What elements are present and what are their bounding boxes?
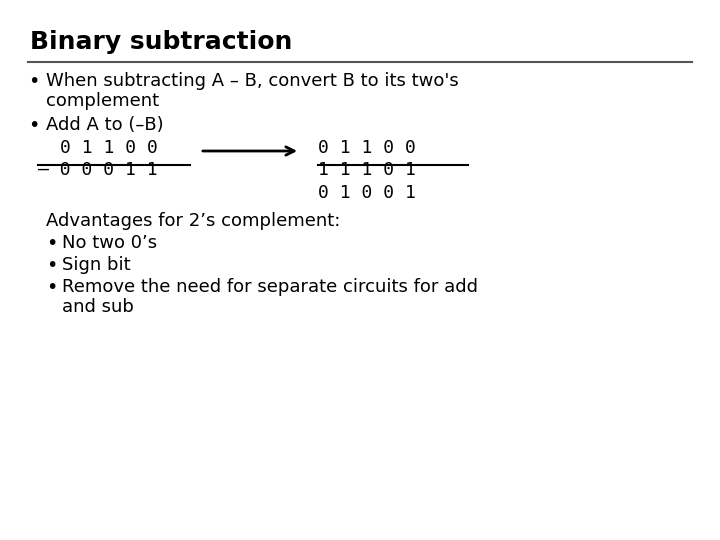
Text: Remove the need for separate circuits for add: Remove the need for separate circuits fo… (62, 278, 478, 296)
Text: 1 1 1 0 1: 1 1 1 0 1 (318, 161, 416, 179)
Text: and sub: and sub (62, 298, 134, 316)
Text: •: • (28, 72, 40, 91)
Text: Binary subtraction: Binary subtraction (30, 30, 292, 54)
Text: Advantages for 2’s complement:: Advantages for 2’s complement: (46, 212, 341, 230)
Text: 0 1 1 0 0: 0 1 1 0 0 (60, 139, 158, 157)
Text: •: • (46, 234, 58, 253)
Text: 0 1 0 0 1: 0 1 0 0 1 (318, 184, 416, 202)
Text: •: • (46, 256, 58, 275)
Text: – 0 0 0 1 1: – 0 0 0 1 1 (38, 161, 158, 179)
Text: •: • (28, 116, 40, 135)
Text: Sign bit: Sign bit (62, 256, 130, 274)
Text: No two 0’s: No two 0’s (62, 234, 157, 252)
Text: When subtracting A – B, convert B to its two's: When subtracting A – B, convert B to its… (46, 72, 459, 90)
Text: •: • (46, 278, 58, 297)
Text: Add A to (–B): Add A to (–B) (46, 116, 163, 134)
Text: 0 1 1 0 0: 0 1 1 0 0 (318, 139, 416, 157)
Text: complement: complement (46, 92, 159, 110)
